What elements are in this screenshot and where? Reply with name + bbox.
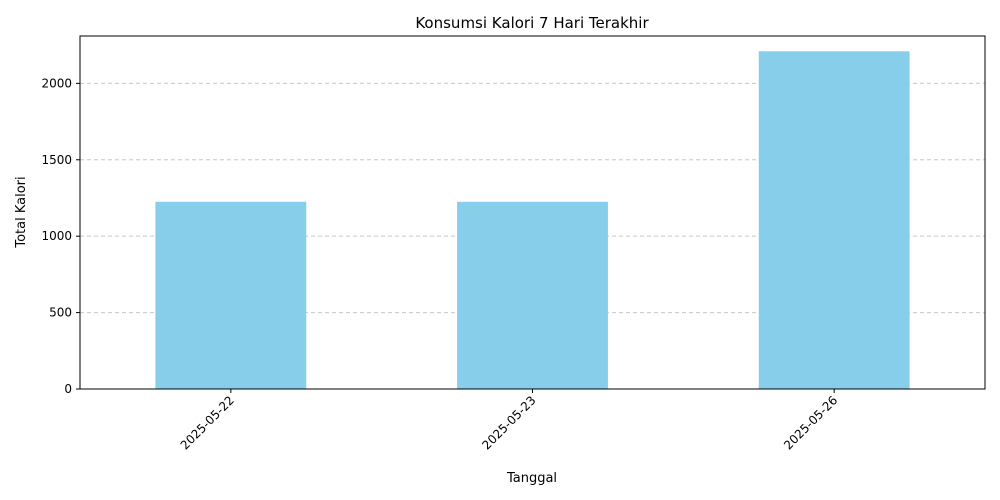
y-tick-label: 0 — [64, 382, 72, 396]
chart-title: Konsumsi Kalori 7 Hari Terakhir — [415, 14, 649, 32]
x-tick-label: 2025-05-23 — [479, 393, 538, 452]
bar-2025-05-23 — [457, 201, 608, 389]
y-axis-label: Total Kalori — [14, 176, 29, 248]
y-tick-label: 2000 — [41, 76, 72, 90]
bar-2025-05-26 — [758, 51, 910, 390]
y-tick-label: 1000 — [41, 229, 72, 243]
y-axis-ticks: 0 500 1000 1500 2000 — [41, 76, 80, 396]
bar-2025-05-22 — [155, 201, 307, 389]
y-tick-label: 1500 — [41, 153, 72, 167]
x-tick-label: 2025-05-22 — [178, 393, 237, 452]
x-axis-label: Tanggal — [506, 471, 557, 486]
y-tick-label: 500 — [49, 306, 72, 320]
x-axis-ticks: 2025-05-22 2025-05-23 2025-05-26 — [178, 389, 840, 452]
bars — [155, 51, 910, 390]
x-tick-label: 2025-05-26 — [781, 393, 840, 452]
